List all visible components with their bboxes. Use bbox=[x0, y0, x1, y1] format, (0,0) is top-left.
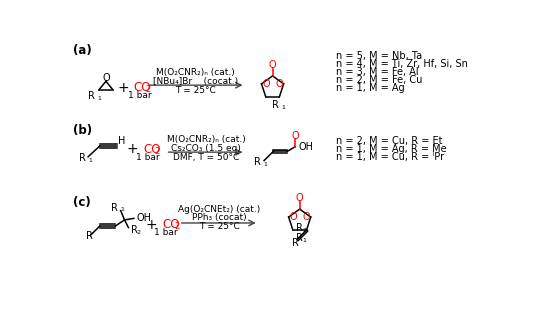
Text: +: + bbox=[146, 217, 157, 231]
Text: (c): (c) bbox=[73, 196, 91, 209]
Text: n = 1, M = Cu, R = ⁱPr: n = 1, M = Cu, R = ⁱPr bbox=[336, 152, 444, 162]
Text: CO: CO bbox=[163, 218, 180, 231]
Text: n = 3, M = Fe, Al: n = 3, M = Fe, Al bbox=[336, 67, 419, 77]
Text: 1 bar: 1 bar bbox=[128, 91, 152, 100]
Text: O: O bbox=[289, 212, 297, 222]
Text: R: R bbox=[79, 153, 86, 163]
Text: M(O₂CNR₂)ₙ (cat.): M(O₂CNR₂)ₙ (cat.) bbox=[157, 68, 235, 77]
Text: O: O bbox=[275, 79, 283, 89]
Text: 1 bar: 1 bar bbox=[154, 228, 178, 237]
Text: R: R bbox=[296, 233, 303, 243]
Text: O: O bbox=[292, 131, 299, 141]
Text: (b): (b) bbox=[73, 124, 92, 137]
Text: n = 1, M = Ag: n = 1, M = Ag bbox=[336, 83, 405, 93]
Text: 1: 1 bbox=[97, 96, 101, 101]
Text: 1: 1 bbox=[120, 208, 124, 213]
Text: 2: 2 bbox=[174, 222, 179, 231]
Text: R: R bbox=[131, 225, 138, 235]
Text: R: R bbox=[111, 203, 118, 213]
Text: O: O bbox=[302, 212, 310, 222]
Text: O: O bbox=[262, 79, 270, 89]
Text: n = 2, M = Cu, R = Et: n = 2, M = Cu, R = Et bbox=[336, 136, 443, 146]
Text: Cs₂CO₃ (1.5 eq): Cs₂CO₃ (1.5 eq) bbox=[171, 144, 241, 153]
Text: O: O bbox=[269, 60, 277, 70]
Text: 2: 2 bbox=[136, 230, 140, 235]
Text: R: R bbox=[272, 100, 279, 110]
Text: O: O bbox=[296, 193, 304, 203]
Text: CO: CO bbox=[134, 81, 151, 94]
Text: 2: 2 bbox=[146, 85, 151, 94]
Text: 1 bar: 1 bar bbox=[136, 153, 160, 162]
Text: DMF, T = 50°C: DMF, T = 50°C bbox=[173, 153, 239, 162]
Text: 1: 1 bbox=[263, 162, 267, 167]
Text: T = 25°C: T = 25°C bbox=[175, 86, 216, 95]
Text: n = 2, M = Fe, Cu: n = 2, M = Fe, Cu bbox=[336, 75, 422, 85]
Text: 1: 1 bbox=[302, 238, 306, 243]
Text: R: R bbox=[88, 91, 95, 101]
Text: PPh₃ (cocat): PPh₃ (cocat) bbox=[192, 213, 246, 222]
Text: 2: 2 bbox=[155, 147, 160, 156]
Text: 2: 2 bbox=[302, 227, 306, 232]
Text: 1: 1 bbox=[88, 158, 92, 163]
Text: R: R bbox=[296, 223, 303, 233]
Text: n = 5, M = Nb, Ta: n = 5, M = Nb, Ta bbox=[336, 51, 422, 61]
Text: +: + bbox=[126, 142, 138, 156]
Text: 1: 1 bbox=[281, 105, 285, 110]
Text: CO: CO bbox=[143, 143, 161, 156]
Text: OH: OH bbox=[298, 142, 313, 152]
Text: H: H bbox=[118, 136, 126, 146]
Text: Ag(O₂CNEt₂) (cat.): Ag(O₂CNEt₂) (cat.) bbox=[178, 205, 260, 213]
Text: R: R bbox=[292, 238, 299, 248]
Text: (a): (a) bbox=[73, 44, 92, 57]
Text: T = 25°C: T = 25°C bbox=[199, 221, 239, 231]
Text: +: + bbox=[118, 81, 130, 95]
Text: M(O₂CNR₂)ₙ (cat.): M(O₂CNR₂)ₙ (cat.) bbox=[167, 135, 245, 144]
Text: R: R bbox=[86, 231, 92, 241]
Text: OH: OH bbox=[136, 213, 151, 222]
Text: R: R bbox=[254, 157, 261, 167]
Text: n = 1, M = Ag, R = Me: n = 1, M = Ag, R = Me bbox=[336, 144, 447, 154]
Text: n = 4, M = Ti, Zr, Hf, Si, Sn: n = 4, M = Ti, Zr, Hf, Si, Sn bbox=[336, 59, 468, 69]
Text: [NBu₄]Br    (cocat.): [NBu₄]Br (cocat.) bbox=[153, 77, 238, 86]
Text: O: O bbox=[102, 73, 110, 83]
